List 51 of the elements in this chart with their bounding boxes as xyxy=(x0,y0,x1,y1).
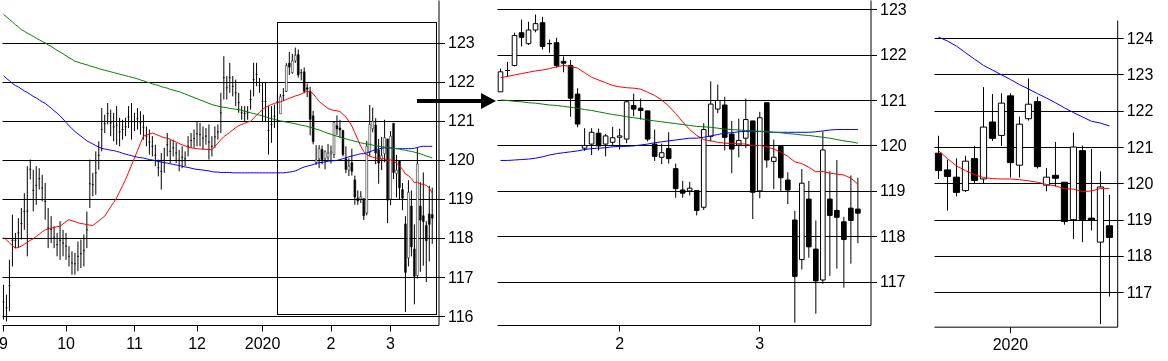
y-tick-label: 120 xyxy=(1126,174,1154,192)
line-series xyxy=(2,75,433,174)
y-tick-label: 124 xyxy=(1126,29,1154,47)
x-tick-label: 2 xyxy=(614,334,624,352)
y-tick-label: 121 xyxy=(447,112,475,130)
y-tick-label: 122 xyxy=(879,46,907,64)
candlestick xyxy=(518,19,524,47)
candlestick xyxy=(290,53,293,75)
line-series xyxy=(2,13,433,159)
y-tick-label: 121 xyxy=(879,91,907,109)
candlestick xyxy=(317,144,320,169)
x-tick-label: 9 xyxy=(0,334,8,352)
y-tick-label: 123 xyxy=(879,0,907,18)
line-series xyxy=(499,99,858,144)
y-tick-label: 119 xyxy=(447,190,474,208)
candlestick xyxy=(165,132,168,157)
x-tick-label: 2 xyxy=(326,334,336,352)
y-tick-label: 117 xyxy=(447,268,474,286)
y-tick-label: 120 xyxy=(447,151,475,169)
y-tick-label: 117 xyxy=(1126,283,1153,301)
line-series xyxy=(937,36,1110,127)
x-tick-label: 11 xyxy=(125,334,143,352)
candlestick xyxy=(539,16,545,51)
candlestick xyxy=(144,125,148,147)
y-tick-label: 119 xyxy=(1126,211,1153,229)
y-tick-label: 122 xyxy=(1126,102,1154,120)
y-tick-label: 121 xyxy=(1126,138,1154,156)
y-tick-label: 117 xyxy=(879,273,906,291)
y-tick-label: 118 xyxy=(879,227,906,245)
candlestick xyxy=(320,145,323,165)
y-tick-label: 123 xyxy=(447,34,475,52)
x-tick-label: 3 xyxy=(385,334,395,352)
y-tick-label: 118 xyxy=(447,229,474,247)
candlestick xyxy=(147,129,151,155)
x-tick-label: 10 xyxy=(56,334,75,352)
candlestick xyxy=(70,250,73,276)
y-tick-label: 123 xyxy=(1126,65,1154,83)
y-tick-label: 116 xyxy=(447,307,474,325)
y-tick-label: 122 xyxy=(447,73,475,91)
x-tick-label: 12 xyxy=(187,334,206,352)
x-tick-label: 2020 xyxy=(992,336,1029,354)
x-tick-label: 3 xyxy=(754,334,764,352)
x-tick-label: 2020 xyxy=(244,334,280,352)
candlestick xyxy=(237,92,240,114)
y-tick-label: 118 xyxy=(1126,247,1153,265)
candlestick xyxy=(248,89,252,111)
candlestick xyxy=(525,21,531,46)
y-tick-label: 119 xyxy=(879,182,906,200)
candlestick xyxy=(201,125,204,151)
candlestick xyxy=(76,241,79,272)
y-tick-label: 120 xyxy=(879,136,907,154)
